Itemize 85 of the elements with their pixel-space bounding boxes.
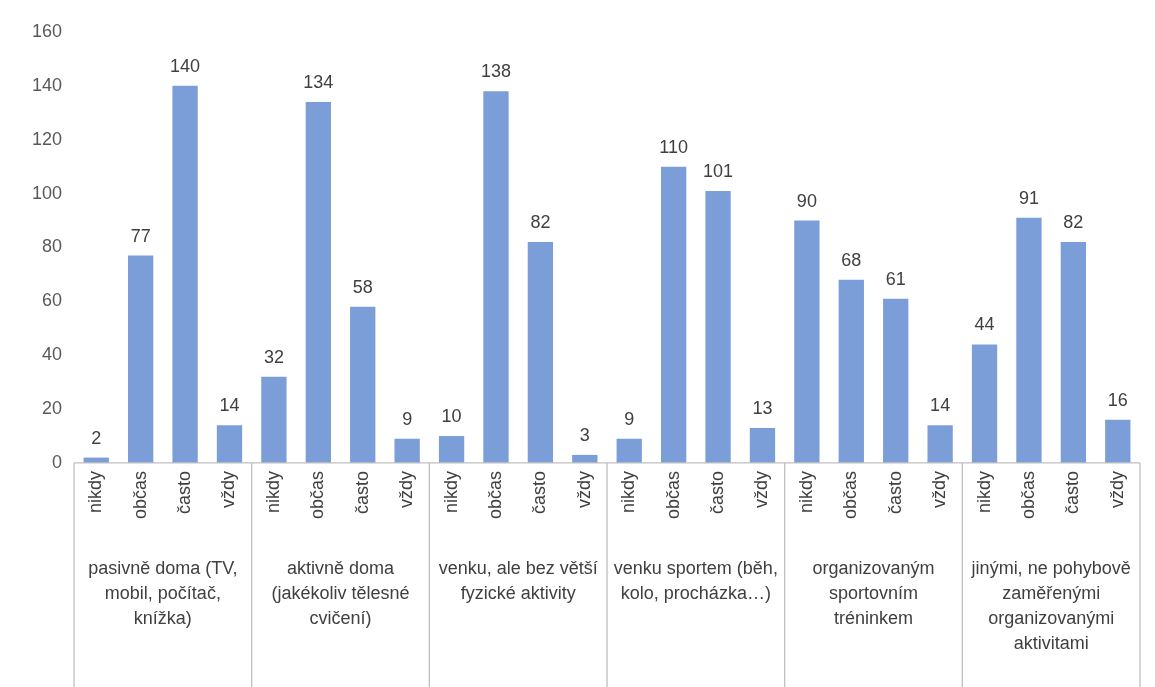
data-label: 110 (659, 136, 688, 157)
y-tick-label: 140 (31, 74, 63, 95)
text: jinými, ne pohybově zaměřenými organizovanými aktivitami (970, 557, 1131, 653)
y-tick-label: 20 (42, 398, 63, 419)
data-label: 68 (841, 249, 862, 270)
data-label: 32 (263, 346, 284, 367)
x-tick-label: nikdy (85, 470, 106, 513)
bar (971, 344, 998, 463)
bar (1105, 419, 1131, 463)
x-tick-label: vždy (218, 470, 239, 508)
x-tick-label: občas (129, 470, 150, 520)
data-label: 44 (974, 314, 995, 335)
text: pasivně doma (TV, mobil, počítač, knížka) (88, 557, 238, 628)
x-tick-label: nikdy (440, 470, 461, 513)
text: aktivně doma (jakékoliv tělesné cvičení) (271, 557, 410, 628)
bar (261, 376, 287, 463)
x-tick-label: nikdy (262, 470, 283, 513)
data-label: 82 (1063, 212, 1084, 233)
y-tick-label: 60 (42, 290, 63, 311)
y-tick-label: 100 (31, 182, 63, 203)
data-label: 140 (170, 55, 201, 76)
bar (438, 436, 465, 463)
data-label: 134 (303, 72, 334, 92)
data-label: 138 (480, 61, 511, 82)
data-label: 3 (579, 424, 590, 445)
data-label: 16 (1107, 389, 1128, 410)
data-label: 101 (703, 160, 734, 181)
bar (660, 166, 687, 463)
x-tick-label: často (1062, 470, 1083, 514)
x-tick-label: občas (662, 470, 683, 520)
bar (838, 279, 864, 463)
x-tick-label: nikdy (973, 470, 994, 513)
data-label: 82 (530, 212, 551, 233)
data-label: 9 (624, 408, 635, 429)
x-tick-label: nikdy (795, 470, 816, 513)
bar (305, 102, 331, 463)
x-tick-label: občas (840, 470, 861, 520)
y-tick-label: 0 (52, 451, 63, 472)
x-tick-label: občas (1017, 470, 1038, 520)
data-label: 91 (1018, 187, 1039, 208)
y-tick-label: 120 (31, 128, 63, 149)
data-label: 9 (402, 408, 413, 429)
x-tick-label: vždy (929, 470, 950, 508)
bar (394, 438, 420, 463)
y-tick-label: 80 (42, 236, 63, 257)
bar (1016, 217, 1042, 463)
bar (128, 255, 154, 463)
x-tick-label: často (174, 470, 195, 514)
x-tick-label: často (707, 470, 728, 514)
bar (1060, 242, 1087, 463)
bar (616, 438, 642, 463)
bar (483, 91, 509, 463)
text: venku sportem (běh, kolo, procházka…) (613, 557, 778, 603)
x-tick-label: často (529, 470, 550, 514)
bar (216, 425, 243, 463)
text: organizovaným sportovním tréninkem (812, 557, 935, 628)
x-tick-label: vždy (573, 470, 594, 508)
x-tick-label: občas (484, 470, 505, 520)
text: venku, ale bez větší fyzické aktivity (438, 557, 598, 603)
x-tick-label: vždy (1106, 470, 1127, 508)
bar (705, 190, 731, 463)
x-tick-label: často (884, 470, 905, 514)
x-tick-label: vždy (396, 470, 417, 508)
bar (527, 242, 554, 463)
y-tick-label: 160 (31, 20, 63, 41)
data-label: 61 (885, 268, 906, 289)
data-label: 2 (91, 427, 102, 448)
bar (749, 427, 776, 463)
bar (350, 306, 376, 463)
x-tick-label: občas (307, 470, 328, 520)
data-label: 90 (796, 190, 817, 211)
bar (883, 298, 909, 463)
data-label: 13 (752, 397, 773, 418)
x-tick-label: často (351, 470, 372, 514)
data-label: 58 (352, 276, 373, 297)
bar (794, 220, 820, 463)
bar (927, 425, 953, 463)
data-label: 14 (219, 395, 240, 416)
x-tick-label: nikdy (618, 470, 639, 513)
x-tick-label: vždy (751, 470, 772, 508)
y-tick-label: 40 (42, 344, 63, 365)
data-label: 77 (130, 225, 151, 246)
data-label: 14 (930, 395, 951, 416)
data-label: 10 (441, 406, 462, 426)
bar (172, 85, 198, 463)
